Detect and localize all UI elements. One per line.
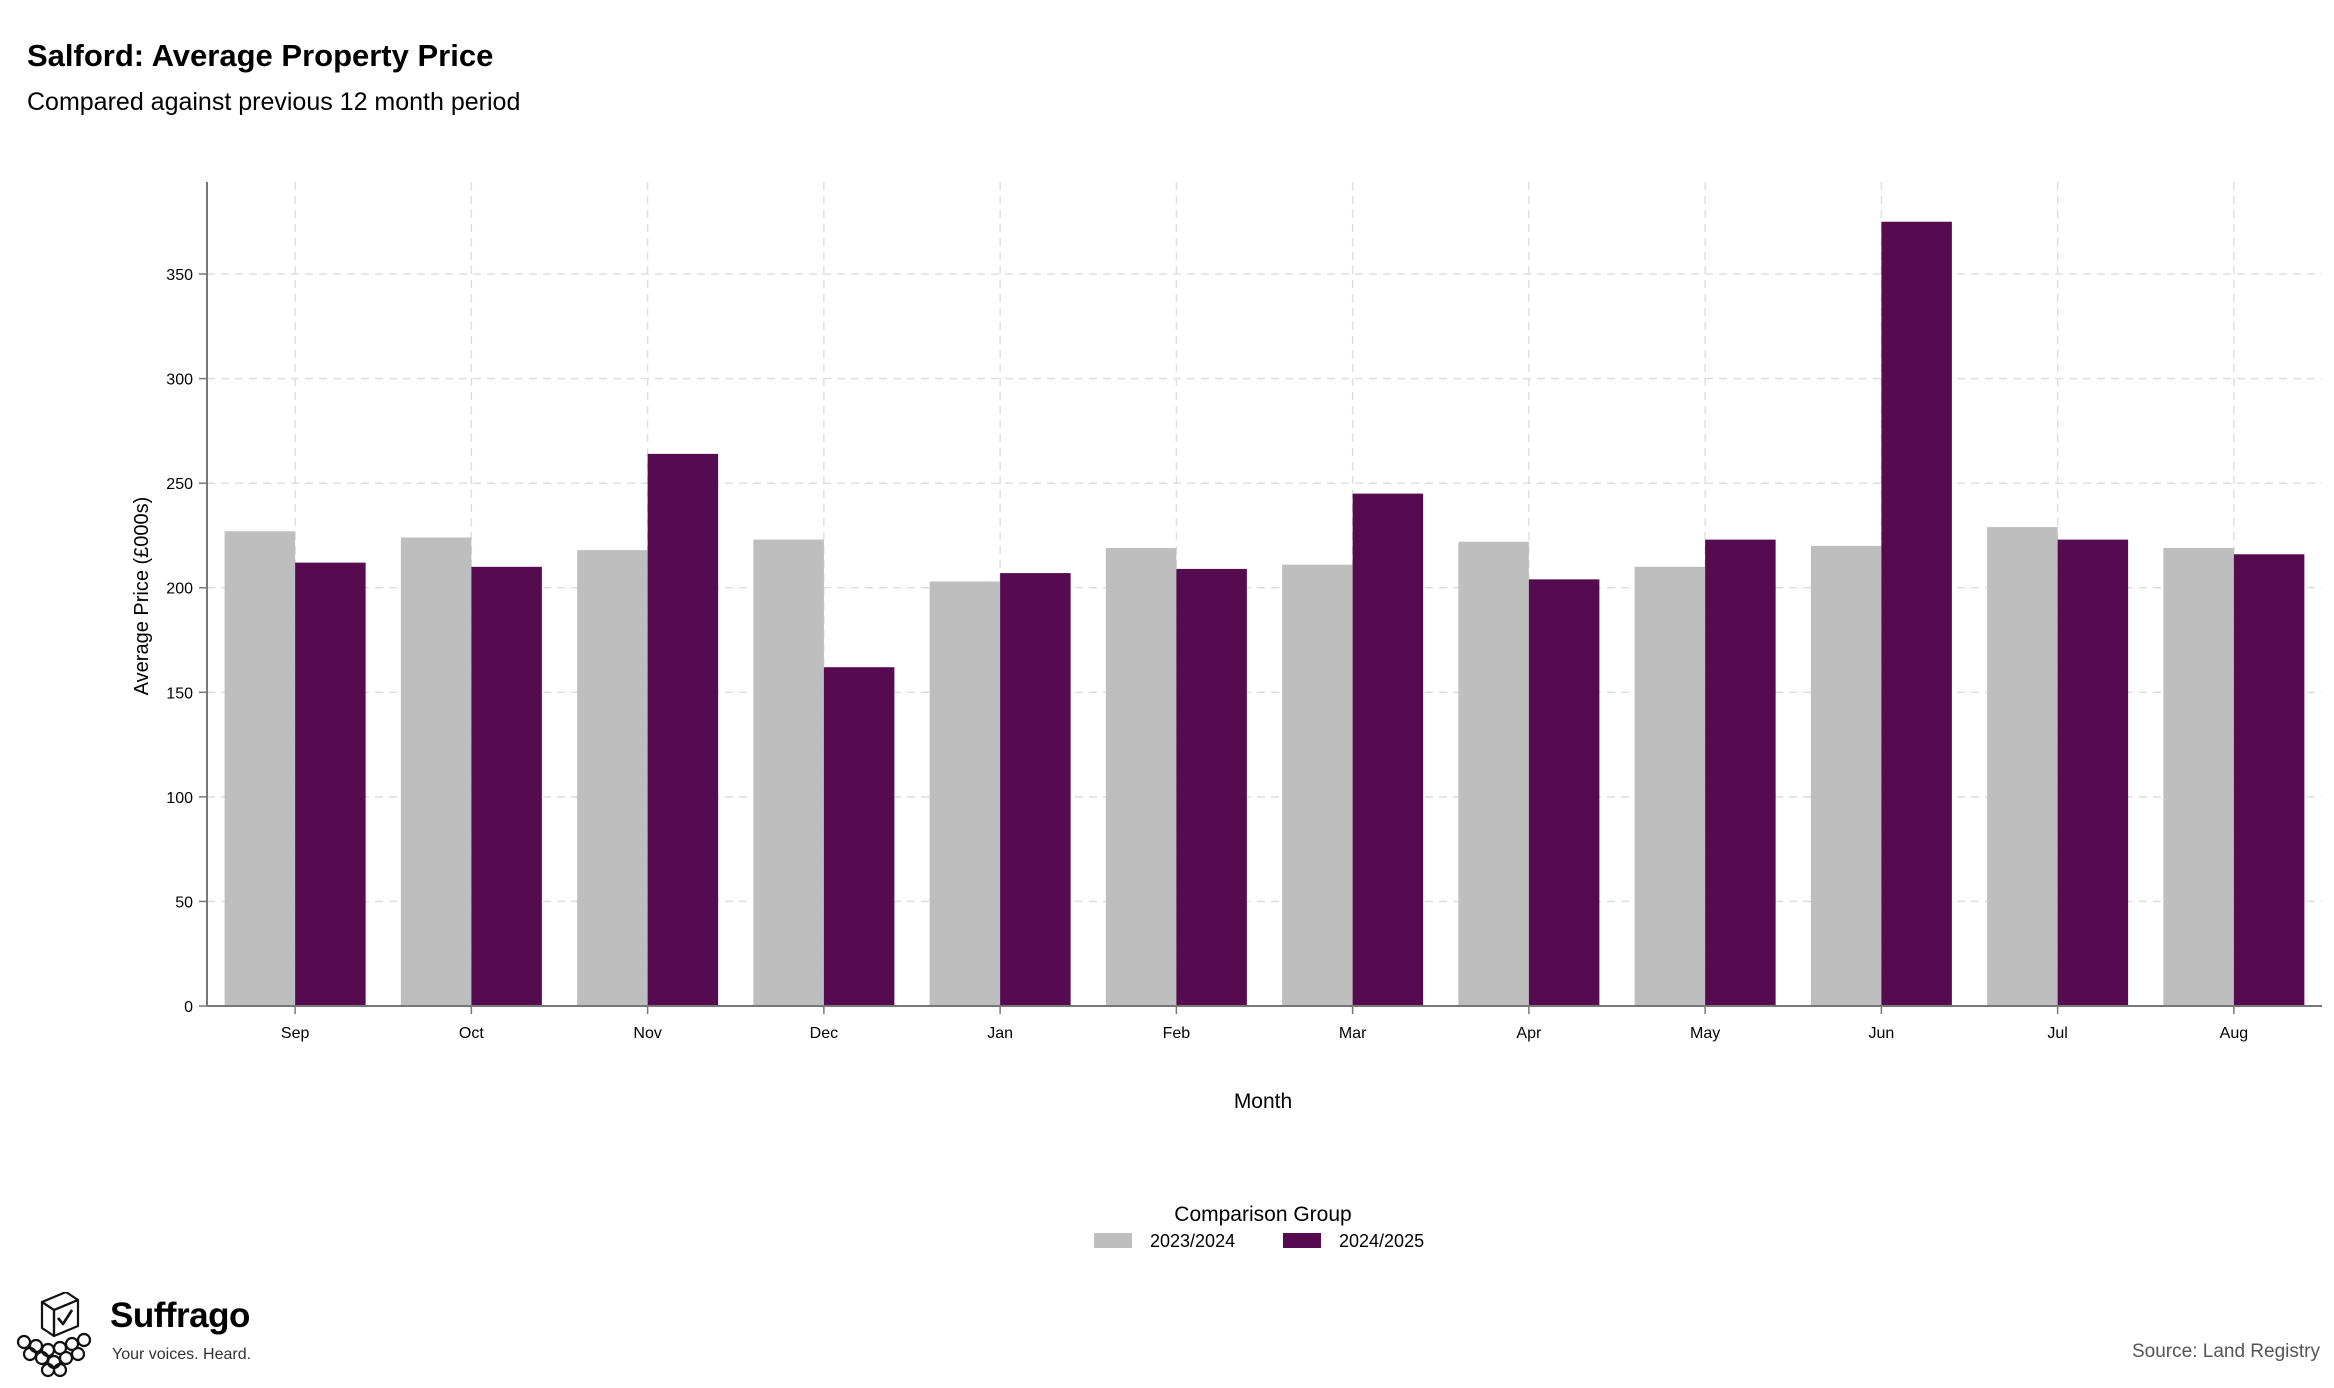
brand-tagline: Your voices. Heard. bbox=[112, 1346, 252, 1363]
y-tick-label: 350 bbox=[166, 267, 193, 284]
y-tick-labels: 0 50 100 150 200 250 300 350 bbox=[166, 267, 193, 1016]
bar-2023-2024-aug bbox=[2163, 547, 2234, 1006]
x-tick-label: Jun bbox=[1868, 1025, 1894, 1042]
bar-2023-2024-feb bbox=[1105, 547, 1177, 1006]
x-tick-label: May bbox=[1690, 1025, 1720, 1042]
bar-2023-2024-sep bbox=[224, 531, 296, 1006]
y-tick-label: 200 bbox=[166, 581, 193, 598]
ballot-box-icon bbox=[16, 1290, 92, 1378]
x-tick-label: Feb bbox=[1163, 1025, 1191, 1042]
bar-2024-2025-apr bbox=[1528, 579, 1600, 1006]
legend-swatch bbox=[1283, 1233, 1321, 1248]
bar-2024-2025-jan bbox=[1000, 573, 1071, 1006]
bar-2024-2025-mar bbox=[1352, 493, 1424, 1006]
bar-2024-2025-aug bbox=[2233, 554, 2305, 1006]
bar-2023-2024-dec bbox=[753, 539, 824, 1006]
source-note: Source: Land Registry bbox=[2132, 1341, 2320, 1362]
brand-logo: Suffrago Your voices. Heard. bbox=[14, 1290, 274, 1382]
x-tick-label: Mar bbox=[1339, 1025, 1367, 1042]
y-tick-label: 50 bbox=[175, 894, 193, 911]
bar-2023-2024-nov bbox=[577, 550, 648, 1006]
bar-2024-2025-nov bbox=[647, 453, 719, 1006]
chart-subtitle: Compared against previous 12 month perio… bbox=[27, 88, 521, 116]
y-axis-label: Average Price (£000s) bbox=[131, 497, 153, 696]
x-tick-label: Sep bbox=[281, 1025, 310, 1042]
bar-2024-2025-jul bbox=[2057, 539, 2129, 1006]
x-tick-label: Apr bbox=[1516, 1025, 1542, 1042]
bar-2023-2024-mar bbox=[1282, 564, 1353, 1006]
legend-label: 2024/2025 bbox=[1339, 1231, 1424, 1251]
x-tick-label: Jul bbox=[2047, 1025, 2067, 1042]
bar-2024-2025-dec bbox=[823, 667, 895, 1006]
bar-2023-2024-oct bbox=[400, 537, 472, 1006]
bar-2023-2024-jun bbox=[1810, 545, 1882, 1006]
x-tick-labels: Sep Oct Nov Dec Jan Feb Mar Apr May Jun Jul Aug bbox=[281, 1025, 2248, 1042]
x-axis-label: Month bbox=[1234, 1090, 1292, 1113]
y-tick-label: 250 bbox=[166, 476, 193, 493]
axes bbox=[199, 182, 2322, 1014]
bar-2024-2025-feb bbox=[1176, 568, 1247, 1006]
brand-name: Suffrago bbox=[110, 1296, 250, 1335]
y-tick-label: 150 bbox=[166, 685, 193, 702]
bar-2024-2025-may bbox=[1705, 539, 1776, 1006]
x-tick-label: Dec bbox=[810, 1025, 838, 1042]
legend-label: 2023/2024 bbox=[1150, 1231, 1235, 1251]
x-tick-label: Jan bbox=[987, 1025, 1013, 1042]
y-tick-label: 300 bbox=[166, 372, 193, 389]
bar-2024-2025-sep bbox=[295, 562, 366, 1006]
legend-title: Comparison Group bbox=[1174, 1203, 1351, 1226]
y-tick-label: 100 bbox=[166, 790, 193, 807]
legend: 2023/2024 2024/2025 bbox=[1094, 1231, 1424, 1251]
chart-title: Salford: Average Property Price bbox=[27, 38, 494, 73]
bar-2023-2024-jul bbox=[1987, 527, 2058, 1006]
y-tick-label: 0 bbox=[184, 999, 193, 1016]
bars bbox=[224, 221, 2305, 1007]
bar-2023-2024-may bbox=[1634, 566, 1706, 1006]
x-tick-label: Aug bbox=[2220, 1025, 2248, 1042]
bar-2024-2025-oct bbox=[471, 566, 542, 1006]
x-tick-label: Nov bbox=[633, 1025, 661, 1042]
bar-2023-2024-jan bbox=[929, 581, 1001, 1006]
x-tick-label: Oct bbox=[459, 1025, 484, 1042]
bar-2024-2025-jun bbox=[1881, 221, 1952, 1007]
bar-2023-2024-apr bbox=[1458, 541, 1529, 1006]
legend-swatch bbox=[1094, 1233, 1132, 1248]
